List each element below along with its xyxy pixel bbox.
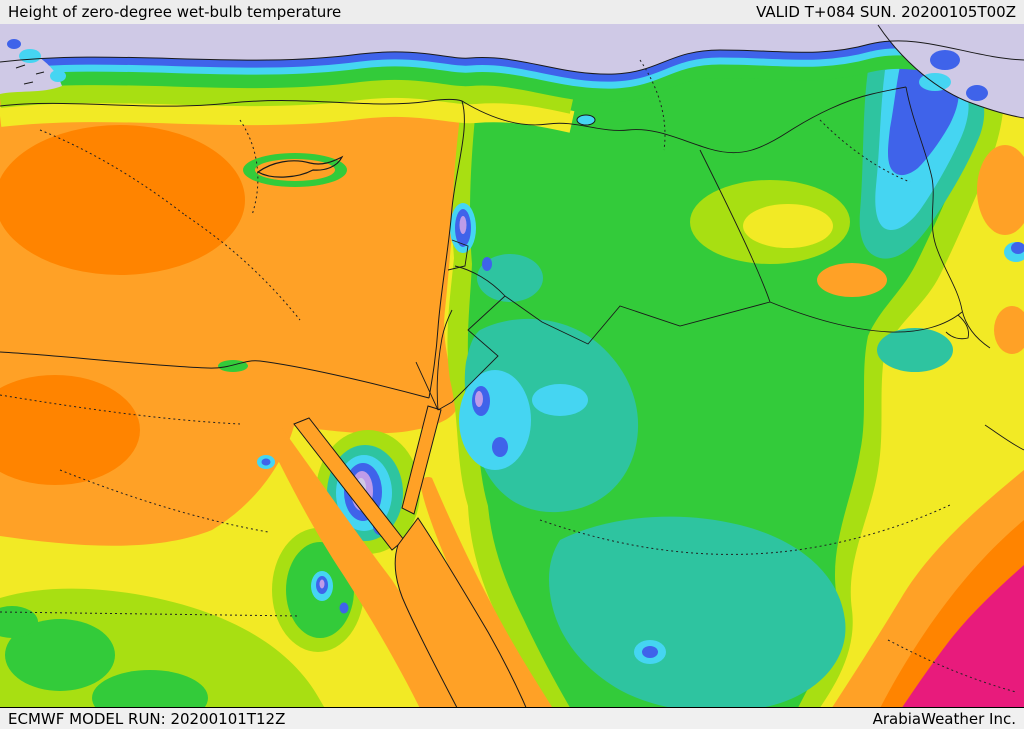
region-group-hot-corner (818, 470, 1024, 729)
orange-band-west-redsea (272, 428, 468, 729)
cyprus-island-outline (256, 155, 344, 178)
cyan-nw-saudi-2 (532, 384, 588, 416)
band-coastal-cyan (0, 42, 1024, 89)
footer-bar: ECMWF MODEL RUN: 20200101T12Z ArabiaWeat… (0, 707, 1024, 729)
blue-edesert-3 (339, 602, 349, 614)
region-teal-saudi (548, 516, 846, 713)
dotted-6 (539, 519, 781, 555)
model-run: ECMWF MODEL RUN: 20200101T12Z (8, 709, 286, 728)
border-lebanon (447, 239, 469, 271)
orange-right-edge-2 (817, 263, 887, 297)
orange-band-east-redsea (420, 477, 566, 729)
region-deep-orange-egypt (0, 375, 140, 485)
region-teal-east-small (877, 328, 953, 372)
dotted-9 (887, 639, 1017, 693)
border-jordan-saudi (437, 295, 506, 411)
orange-right-edge-3 (994, 306, 1024, 354)
dotted-boundaries (0, 59, 1017, 693)
gulf-of-aqaba (401, 405, 442, 515)
patch-yellow-iraq (743, 204, 833, 248)
map-lines (0, 24, 1024, 693)
dotted-10 (639, 59, 666, 151)
blue-nw-saudi-2 (492, 437, 508, 457)
blue-caspian-1 (930, 50, 960, 70)
nile-delta-green (218, 360, 248, 372)
region-group-west (0, 40, 473, 546)
border-israel-egypt (415, 361, 439, 411)
cyan-aegean-1 (19, 49, 41, 63)
band-coastal-yellow (0, 94, 575, 133)
dotted-11 (239, 119, 259, 216)
cyan-aegean-2 (50, 70, 66, 82)
cyprus-orange-core (255, 159, 335, 181)
band-coastal-ygreen (0, 77, 575, 114)
border-kuwait (945, 314, 969, 340)
purple-edesert (319, 579, 325, 589)
dotted-4 (59, 469, 269, 533)
region-group-cyprus (243, 153, 347, 187)
attribution: ArabiaWeather Inc. (872, 709, 1016, 728)
region-teal-damascus (477, 254, 543, 302)
border-iraq-saudi (769, 301, 963, 333)
valid-time: VALID T+084 SUN. 20200105T00Z (756, 3, 1016, 21)
country-borders (415, 86, 1024, 451)
purple-lebanon (459, 216, 467, 234)
purple-nw-saudi (475, 391, 483, 407)
header-bar: Height of zero-degree wet-bulb temperatu… (0, 0, 1024, 24)
region-deep-orange-med (0, 125, 245, 275)
band-coastal-green (0, 50, 1024, 103)
dotted-5 (0, 611, 301, 617)
islands-aegean (15, 64, 45, 85)
spot-green-egypt-3 (0, 606, 38, 638)
region-group-center-east (257, 44, 1024, 729)
spot-green-egypt-1 (5, 619, 115, 691)
band-coastal-blue (0, 37, 1024, 82)
blue-zagros (888, 64, 959, 176)
lake-van (576, 114, 596, 126)
coast-mediterranean-levant (0, 99, 465, 399)
coast-egypt (0, 351, 430, 399)
dotted-3 (0, 394, 241, 425)
orange-right-edge-1 (977, 145, 1024, 235)
border-jordan-valley (436, 309, 453, 411)
border-turkey-south (461, 86, 907, 154)
coast-caspian (877, 24, 1024, 119)
coast-black-sea (0, 40, 1024, 75)
cyan-nw-saudi (459, 370, 531, 470)
map-title: Height of zero-degree wet-bulb temperatu… (8, 3, 342, 21)
blue-caspian-2 (966, 85, 988, 101)
blue-aegean (7, 39, 21, 49)
blue-central-saudi (642, 646, 658, 658)
border-iran (905, 86, 991, 349)
border-jordan-iraq-zigzag (504, 295, 771, 345)
blue-edesert-1 (261, 458, 271, 466)
blue-gulf-head (1011, 242, 1024, 254)
region-group-red-sea (218, 360, 566, 729)
border-syria-iraq (699, 149, 771, 303)
corner-magenta (888, 565, 1024, 729)
sea-aegean (0, 38, 62, 94)
blue-antilebanon (482, 257, 492, 271)
dotted-7 (779, 504, 951, 553)
border-gulf-states (984, 424, 1024, 451)
